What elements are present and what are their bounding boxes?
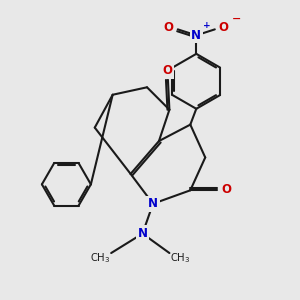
Text: CH$_3$: CH$_3$ xyxy=(170,251,191,265)
Text: +: + xyxy=(203,21,211,30)
Text: N: N xyxy=(191,29,201,42)
Text: O: O xyxy=(219,21,229,34)
Text: O: O xyxy=(164,21,174,34)
Text: O: O xyxy=(162,64,172,77)
Text: −: − xyxy=(232,14,242,24)
Text: CH$_3$: CH$_3$ xyxy=(90,251,110,265)
Text: N: N xyxy=(148,197,158,210)
Text: N: N xyxy=(137,227,148,240)
Text: O: O xyxy=(222,183,232,196)
